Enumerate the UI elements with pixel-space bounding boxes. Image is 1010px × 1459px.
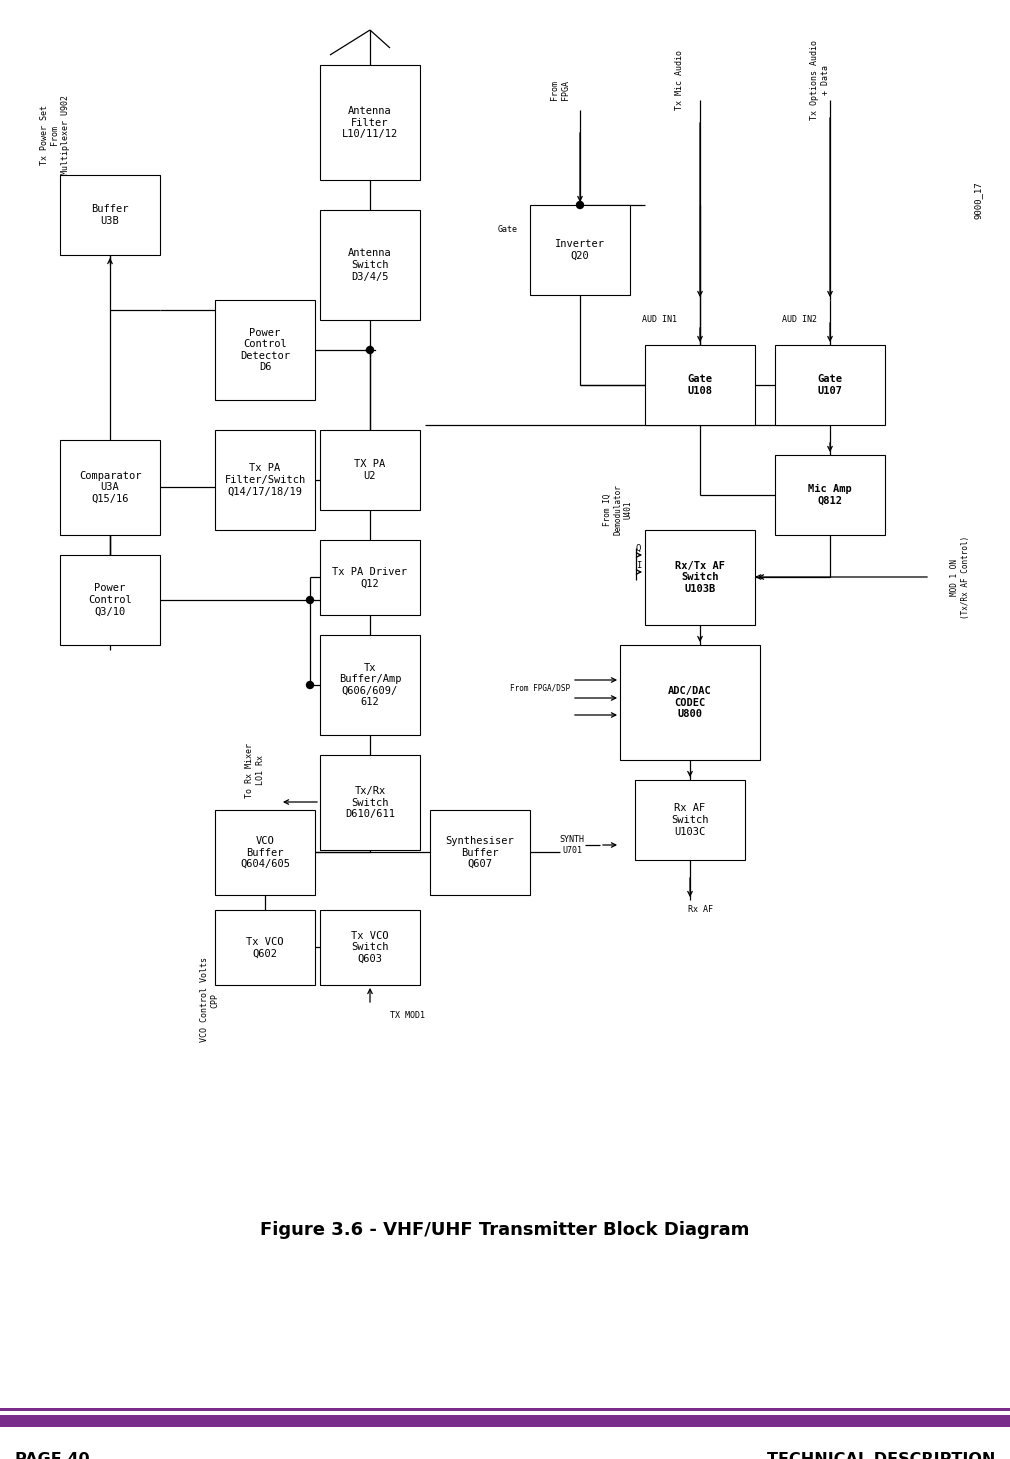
- Text: Rx AF: Rx AF: [688, 906, 712, 915]
- Text: Tx/Rx
Switch
D610/611: Tx/Rx Switch D610/611: [345, 786, 395, 818]
- Bar: [320, 910, 420, 985]
- Bar: [635, 781, 745, 859]
- Bar: [60, 175, 160, 255]
- Circle shape: [306, 681, 313, 689]
- Text: Power
Control
Detector
D6: Power Control Detector D6: [240, 328, 290, 372]
- Bar: [320, 430, 420, 511]
- Text: Gate
U108: Gate U108: [688, 374, 712, 395]
- Bar: [320, 754, 420, 851]
- Bar: [530, 206, 630, 295]
- Text: Tx PA
Filter/Switch
Q14/17/18/19: Tx PA Filter/Switch Q14/17/18/19: [224, 464, 306, 496]
- Text: AUD IN1: AUD IN1: [642, 315, 678, 324]
- Text: TECHNICAL DESCRIPTION: TECHNICAL DESCRIPTION: [767, 1452, 995, 1459]
- Text: Antenna
Switch
D3/4/5: Antenna Switch D3/4/5: [348, 248, 392, 282]
- Text: I: I: [636, 560, 641, 569]
- Bar: [60, 441, 160, 535]
- Bar: [60, 554, 160, 645]
- Bar: [430, 810, 530, 894]
- Text: Tx VCO
Q602: Tx VCO Q602: [246, 937, 284, 959]
- Text: From IQ
Demodulator
U401: From IQ Demodulator U401: [603, 484, 633, 535]
- Text: AUD IN2: AUD IN2: [783, 315, 817, 324]
- Text: From FPGA/DSP: From FPGA/DSP: [510, 683, 570, 693]
- Text: Tx PA Driver
Q12: Tx PA Driver Q12: [332, 566, 407, 588]
- Text: Buffer
U3B: Buffer U3B: [91, 204, 128, 226]
- Text: TX PA
U2: TX PA U2: [355, 460, 386, 481]
- Text: Rx AF
Switch
U103C: Rx AF Switch U103C: [672, 804, 709, 836]
- Bar: [320, 635, 420, 735]
- Text: Figure 3.6 - VHF/UHF Transmitter Block Diagram: Figure 3.6 - VHF/UHF Transmitter Block D…: [261, 1221, 749, 1239]
- Text: Tx Options Audio
+ Data: Tx Options Audio + Data: [810, 39, 829, 120]
- Text: 9000_17: 9000_17: [974, 181, 983, 219]
- Bar: [0, 1408, 1010, 1411]
- Text: Comparator
U3A
Q15/16: Comparator U3A Q15/16: [79, 471, 141, 505]
- Text: Antenna
Filter
L10/11/12: Antenna Filter L10/11/12: [341, 107, 398, 139]
- Text: To Rx Mixer
LO1 Rx: To Rx Mixer LO1 Rx: [245, 743, 265, 798]
- Bar: [645, 530, 755, 624]
- Bar: [215, 430, 315, 530]
- Text: PAGE 40: PAGE 40: [15, 1452, 90, 1459]
- Text: From
FPGA: From FPGA: [550, 80, 570, 101]
- Text: Gate: Gate: [498, 226, 518, 235]
- Bar: [775, 344, 885, 425]
- Text: VCO
Buffer
Q604/605: VCO Buffer Q604/605: [240, 836, 290, 870]
- Text: Inverter
Q20: Inverter Q20: [556, 239, 605, 261]
- Bar: [320, 66, 420, 179]
- Text: Power
Control
Q3/10: Power Control Q3/10: [88, 584, 132, 617]
- Bar: [215, 810, 315, 894]
- Bar: [320, 540, 420, 616]
- Circle shape: [367, 346, 374, 353]
- Bar: [620, 645, 760, 760]
- Text: SYNTH
U701: SYNTH U701: [560, 836, 585, 855]
- Bar: [215, 910, 315, 985]
- Text: ADC/DAC
CODEC
U800: ADC/DAC CODEC U800: [669, 686, 712, 719]
- Text: Synthesiser
Buffer
Q607: Synthesiser Buffer Q607: [445, 836, 514, 870]
- Text: Tx Mic Audio: Tx Mic Audio: [676, 50, 685, 109]
- Text: Gate
U107: Gate U107: [817, 374, 842, 395]
- Bar: [0, 1415, 1010, 1427]
- Text: MOD 1 ON
(Tx/Rx AF Control): MOD 1 ON (Tx/Rx AF Control): [950, 535, 970, 619]
- Text: Rx/Tx AF
Switch
U103B: Rx/Tx AF Switch U103B: [675, 560, 725, 594]
- Bar: [645, 344, 755, 425]
- Text: Q: Q: [636, 544, 641, 553]
- Text: Tx VCO
Switch
Q603: Tx VCO Switch Q603: [351, 931, 389, 964]
- Bar: [320, 210, 420, 320]
- Circle shape: [577, 201, 584, 209]
- Text: Tx Power Set
From
Multiplexer U902: Tx Power Set From Multiplexer U902: [40, 95, 70, 175]
- Text: TX MOD1: TX MOD1: [390, 1011, 425, 1020]
- Bar: [775, 455, 885, 535]
- Text: Tx
Buffer/Amp
Q606/609/
612: Tx Buffer/Amp Q606/609/ 612: [338, 662, 401, 708]
- Text: VCO Control Volts
CPP: VCO Control Volts CPP: [200, 957, 220, 1043]
- Text: Mic Amp
Q812: Mic Amp Q812: [808, 484, 851, 506]
- Bar: [215, 301, 315, 400]
- Circle shape: [306, 597, 313, 604]
